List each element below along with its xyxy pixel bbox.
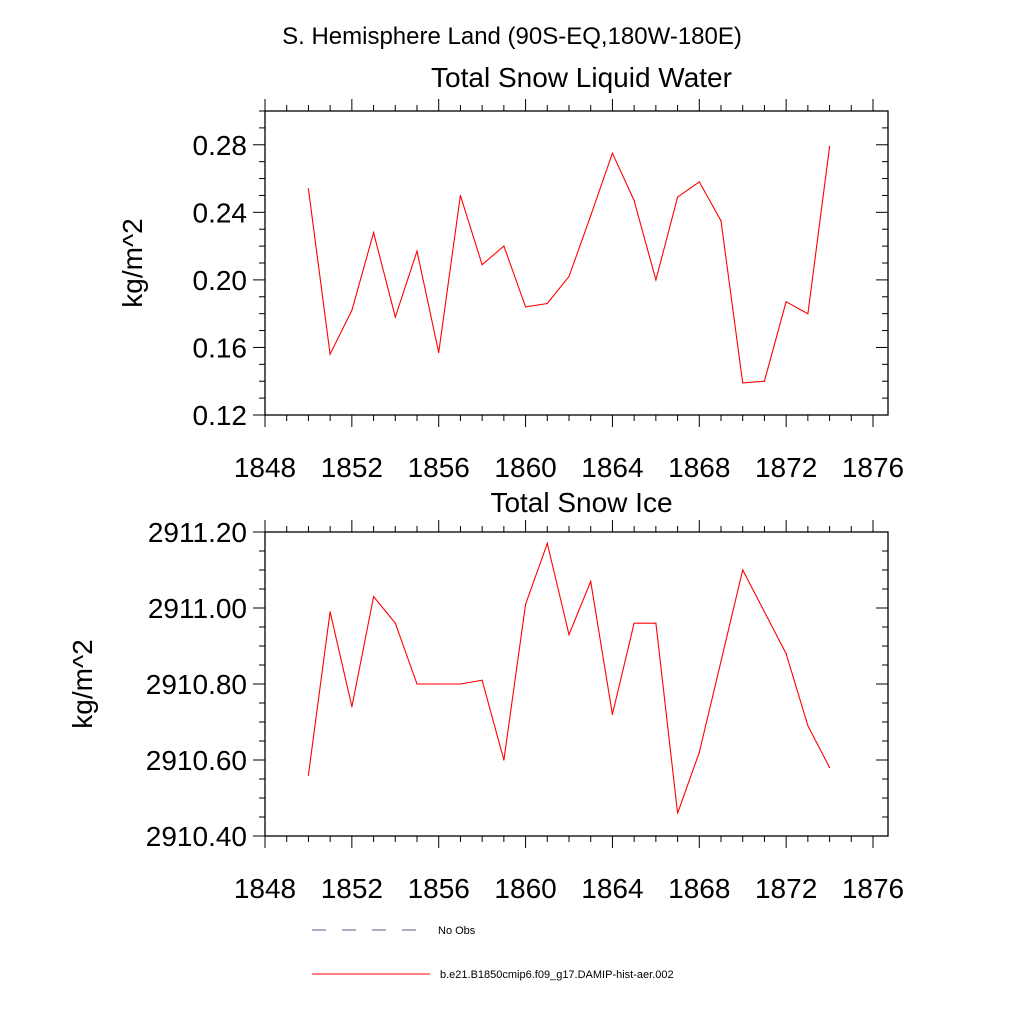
data-point	[763, 380, 766, 382]
data-point	[503, 759, 505, 761]
data-point	[438, 351, 440, 354]
data-point	[546, 542, 548, 545]
data-point	[372, 596, 375, 598]
series-line	[307, 541, 831, 814]
data-point	[676, 196, 679, 198]
y-tick-label: 2910.80	[146, 669, 247, 700]
data-point	[807, 725, 809, 727]
data-point	[351, 706, 353, 708]
data-point	[785, 301, 787, 303]
data-point	[416, 250, 418, 252]
data-point	[524, 306, 527, 308]
y-tick-label: 2910.40	[146, 821, 247, 852]
x-tick-label: 1872	[755, 452, 817, 483]
y-tick-label: 0.28	[193, 130, 248, 161]
data-point	[590, 580, 592, 583]
data-point	[633, 622, 635, 624]
x-tick-label: 1856	[408, 873, 470, 904]
x-tick-label: 1856	[408, 452, 470, 483]
data-point	[329, 611, 331, 613]
figure-title: S. Hemisphere Land (90S-EQ,180W-180E)	[282, 23, 742, 50]
data-point	[503, 245, 505, 247]
data-point	[481, 679, 483, 681]
data-point	[481, 264, 483, 266]
data-point	[568, 634, 570, 636]
y-axis-label: kg/m^2	[67, 639, 98, 728]
x-tick-label: 1864	[581, 873, 643, 904]
legend-label-model: b.e21.B1850cmip6.f09_g17.DAMIP-hist-aer.…	[440, 969, 674, 981]
data-point	[568, 275, 570, 278]
series-line	[307, 146, 831, 384]
x-tick-label: 1852	[321, 873, 383, 904]
data-point	[676, 812, 679, 814]
data-point	[828, 145, 831, 148]
y-axis-label: kg/m^2	[117, 218, 148, 307]
data-point	[546, 302, 548, 305]
data-point	[785, 653, 787, 655]
y-tick-label: 2911.20	[148, 517, 247, 548]
data-point	[329, 353, 331, 355]
data-point	[307, 188, 310, 190]
y-tick-label: 2910.60	[146, 745, 247, 776]
panel-title: Total Snow Ice	[490, 487, 672, 518]
data-point	[394, 316, 396, 318]
x-tick-label: 1876	[842, 873, 904, 904]
x-tick-label: 1868	[668, 452, 730, 483]
data-point	[655, 279, 657, 281]
data-point	[655, 622, 657, 624]
data-point	[720, 220, 722, 222]
data-point	[742, 382, 744, 384]
data-point	[720, 660, 722, 662]
data-point	[438, 683, 440, 685]
data-point	[611, 152, 614, 154]
x-tick-label: 1860	[494, 873, 556, 904]
data-point	[611, 713, 614, 716]
legend: No Obs b.e21.B1850cmip6.f09_g17.DAMIP-hi…	[312, 925, 674, 981]
panel-total-snow-liquid-water: Total Snow Liquid Water 1848 1852 1856 1860 1…	[117, 62, 904, 483]
x-tick-label: 1852	[321, 452, 383, 483]
data-point	[459, 194, 462, 197]
y-tick-label: 0.16	[193, 332, 248, 363]
data-point	[698, 751, 700, 754]
data-point	[828, 767, 831, 769]
data-point	[590, 215, 592, 217]
x-tick-label: 1872	[755, 873, 817, 904]
plot-frame	[264, 110, 889, 416]
x-tick-label: 1848	[234, 452, 296, 483]
data-point	[459, 683, 462, 685]
panel-title: Total Snow Liquid Water	[431, 62, 732, 93]
y-tick-label: 0.12	[193, 400, 248, 431]
legend-label-no-obs: No Obs	[438, 925, 476, 937]
y-tick-label: 0.24	[193, 197, 248, 228]
data-point	[307, 774, 310, 776]
x-tick-label: 1848	[234, 873, 296, 904]
x-tick-label: 1876	[842, 452, 904, 483]
panel-total-snow-ice: Total Snow Ice 1848 1852 1856 1860 1864 1868 18…	[67, 487, 904, 904]
data-point	[763, 611, 766, 613]
x-tick-label: 1868	[668, 873, 730, 904]
y-tick-label: 0.20	[193, 265, 248, 296]
data-point	[524, 603, 527, 605]
data-point	[351, 309, 353, 311]
plot-frame	[264, 531, 889, 837]
x-tick-label: 1860	[494, 452, 556, 483]
y-tick-label: 2911.00	[148, 593, 247, 624]
data-point	[416, 683, 418, 685]
data-point	[394, 622, 396, 624]
data-point	[698, 181, 700, 183]
data-point	[372, 232, 375, 234]
x-tick-label: 1864	[581, 452, 643, 483]
data-point	[807, 313, 809, 315]
data-point	[742, 569, 744, 571]
data-point	[633, 199, 635, 202]
